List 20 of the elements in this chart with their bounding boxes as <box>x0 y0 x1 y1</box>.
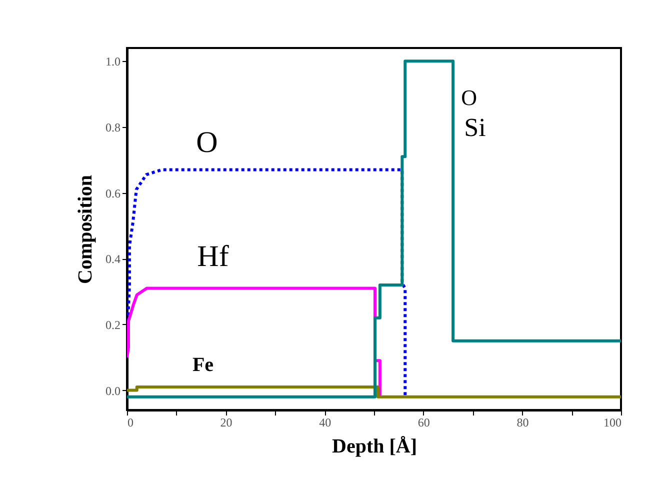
x-tick-label: 60 <box>418 416 430 430</box>
y-tick-label: 0.6 <box>106 186 120 200</box>
y-tick-label: 1.0 <box>106 54 120 69</box>
x-tick-label: 20 <box>220 416 232 430</box>
series-label: Si <box>464 113 486 142</box>
x-tick-label: 100 <box>604 416 622 430</box>
x-axis-title: Depth [Å] <box>332 436 417 458</box>
line-series <box>127 60 621 398</box>
annotation: O <box>461 85 477 110</box>
x-tick-label: 80 <box>516 416 529 430</box>
series-label: Hf <box>197 240 229 273</box>
y-tick-label: 0.4 <box>106 252 120 266</box>
x-tick-label: 40 <box>319 416 332 430</box>
y-tick-label: 0.8 <box>106 120 120 134</box>
series-label: O <box>196 126 218 159</box>
series-label: Fe <box>192 354 214 376</box>
x-tick-label: 0 <box>128 416 134 430</box>
y-tick-label: 0.2 <box>106 318 120 332</box>
y-axis-title: Composition <box>74 175 96 284</box>
y-tick-label: 0.0 <box>106 384 120 398</box>
